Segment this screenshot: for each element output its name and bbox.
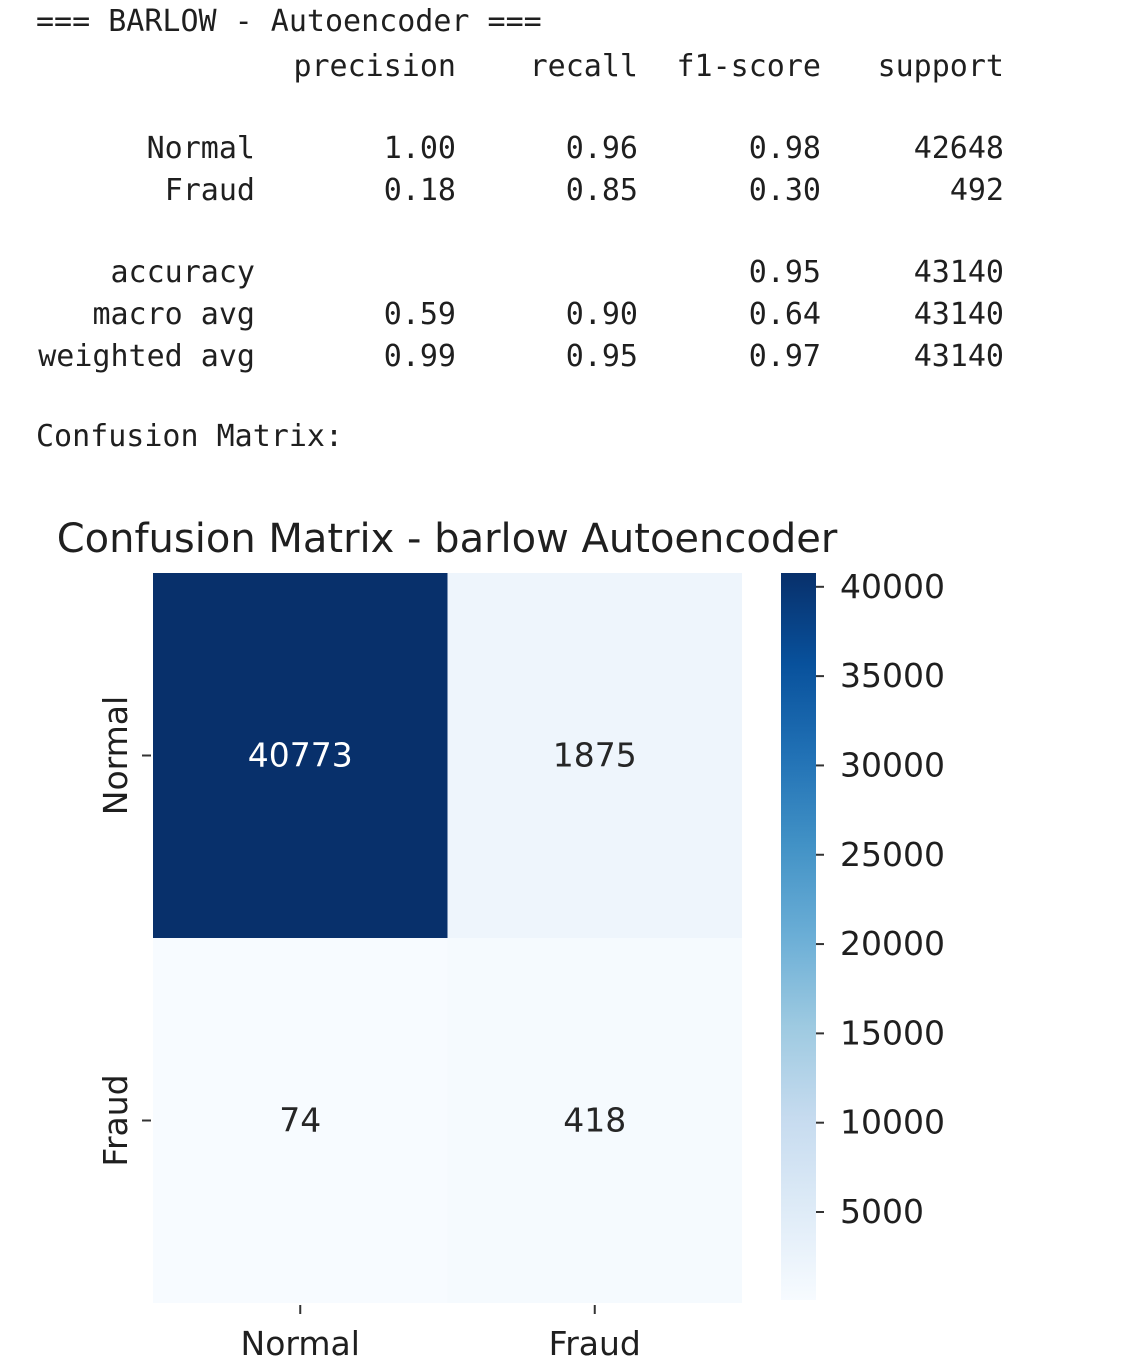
- heatmap-cell: [153, 938, 448, 1303]
- report-cell-f1: 0.64: [748, 297, 821, 332]
- colorbar-tick-label: 5000: [840, 1192, 924, 1231]
- report-column-header: precision: [293, 49, 456, 84]
- colorbar-tick-label: 25000: [840, 835, 945, 874]
- colorbar: [781, 573, 816, 1300]
- report-cell-precision: 0.18: [383, 173, 456, 208]
- heatmap-cell: [447, 938, 742, 1303]
- report-cell-f1: 0.97: [748, 339, 821, 374]
- x-tick-label: Fraud: [549, 1324, 641, 1363]
- heatmap-cell: [153, 573, 448, 938]
- report-row-label: weighted avg: [38, 339, 255, 374]
- report-column-header: f1-score: [676, 49, 822, 84]
- report-cell-support: 43140: [913, 339, 1004, 374]
- confusion-matrix-heatmap: Confusion Matrix - barlow Autoencoder 407…: [57, 516, 945, 1363]
- confusion-matrix-label: Confusion Matrix:: [36, 419, 344, 454]
- report-column-header: support: [877, 49, 1004, 84]
- heatmap-cell: [447, 573, 742, 938]
- colorbar-tick-label: 40000: [840, 567, 945, 606]
- colorbar-tick-label: 15000: [840, 1013, 945, 1052]
- report-row-label: Fraud: [164, 173, 255, 208]
- y-tick-label: Fraud: [96, 1074, 135, 1166]
- colorbar-tick-label: 20000: [840, 924, 945, 963]
- report-cell-recall: 0.96: [565, 131, 638, 166]
- report-header-row: precision recall f1-score support: [0, 46, 1134, 88]
- colorbar-tick-label: 10000: [840, 1103, 945, 1142]
- report-row: weighted avg 0.99 0.95 0.97 43140: [0, 336, 1134, 378]
- report-cell-support: 42648: [913, 131, 1004, 166]
- report-row-label: macro avg: [92, 297, 255, 332]
- heatmap-cell-value: 40773: [248, 736, 353, 775]
- report-cell-precision: 0.99: [383, 339, 456, 374]
- report-cell-recall: 0.95: [565, 339, 638, 374]
- report-row-label: accuracy: [110, 255, 256, 290]
- report-cell-support: 492: [949, 173, 1004, 208]
- colorbar-tick-label: 35000: [840, 656, 945, 695]
- report-row: macro avg 0.59 0.90 0.64 43140: [0, 294, 1134, 336]
- report-row: Fraud 0.18 0.85 0.30 492: [0, 170, 1134, 212]
- report-row-label: Normal: [146, 131, 255, 166]
- report-cell-recall: 0.85: [565, 173, 638, 208]
- x-tick-label: Normal: [241, 1324, 360, 1363]
- y-tick-label: Normal: [96, 696, 135, 815]
- report-row: Normal 1.00 0.96 0.98 42648: [0, 128, 1134, 170]
- report-cell-precision: 0.59: [383, 297, 456, 332]
- report-cell-precision: 1.00: [383, 131, 456, 166]
- colorbar-tick-label: 30000: [840, 745, 945, 784]
- report-cell-support: 43140: [913, 255, 1004, 290]
- report-row: accuracy 0.95 43140: [0, 252, 1134, 294]
- heatmap-cell-value: 418: [563, 1101, 626, 1140]
- report-column-header: recall: [529, 49, 638, 84]
- heatmap-cell-value: 74: [279, 1101, 321, 1140]
- report-cell-f1: 0.98: [748, 131, 821, 166]
- report-cell-f1: 0.30: [748, 173, 821, 208]
- report-cell-f1: 0.95: [748, 255, 821, 290]
- heatmap-cell-value: 1875: [553, 736, 637, 775]
- report-cell-support: 43140: [913, 297, 1004, 332]
- chart-title: Confusion Matrix - barlow Autoencoder: [57, 516, 838, 562]
- report-heading: === BARLOW - Autoencoder ===: [36, 4, 542, 39]
- report-cell-recall: 0.90: [565, 297, 638, 332]
